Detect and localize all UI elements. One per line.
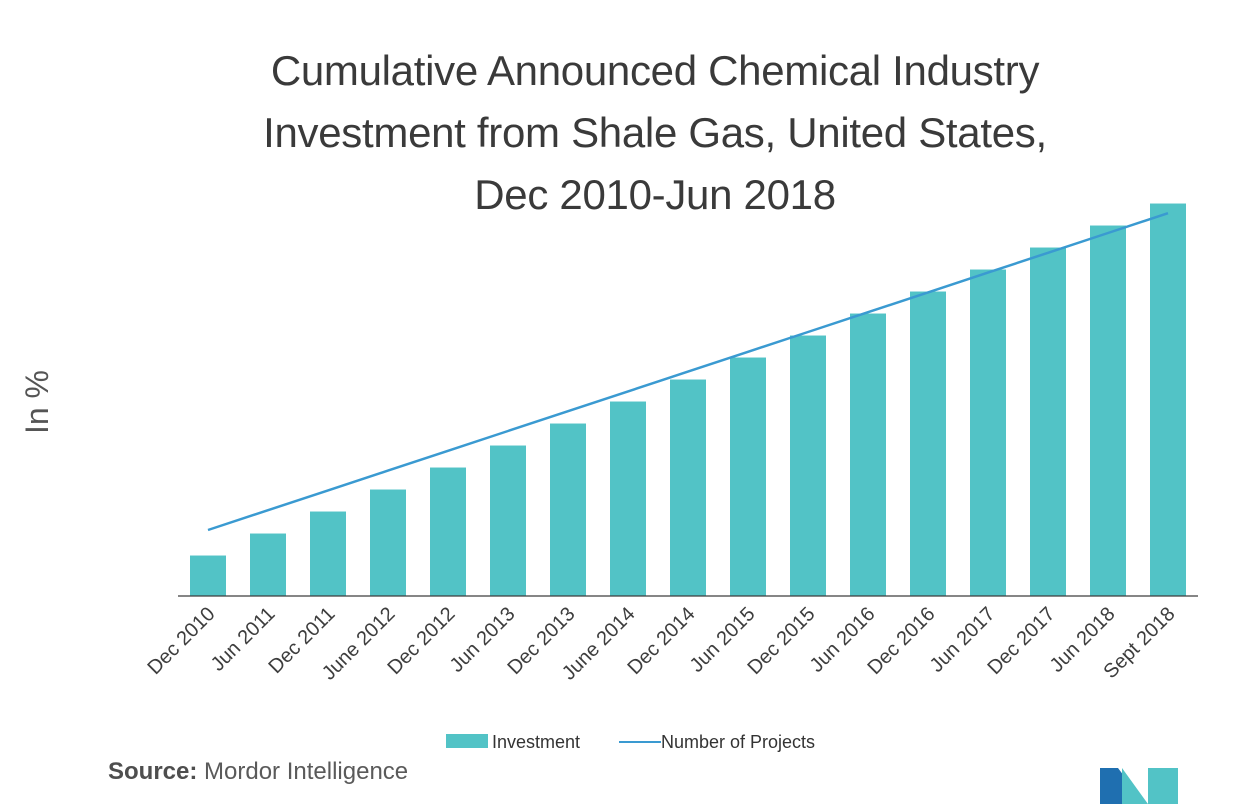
x-tick-label: Dec 2010 bbox=[143, 603, 219, 679]
bar-dec-2014 bbox=[670, 379, 706, 596]
line-number-of-projects bbox=[207, 212, 1169, 532]
chart-title-line-2: Investment from Shale Gas, United States… bbox=[263, 109, 1047, 156]
source-text: Mordor Intelligence bbox=[204, 758, 409, 785]
source-label: Source: bbox=[108, 758, 198, 785]
chart-title-line-3: Dec 2010-Jun 2018 bbox=[474, 171, 836, 218]
bar-dec-2016 bbox=[910, 291, 946, 596]
bars-group bbox=[190, 203, 1186, 596]
legend-label-number-of-projects: Number of Projects bbox=[661, 732, 815, 752]
bar-dec-2012 bbox=[430, 467, 466, 596]
legend: Investment Number of Projects bbox=[446, 732, 815, 752]
logo-middle-shape bbox=[1122, 768, 1148, 804]
bar-dec-2011 bbox=[310, 511, 346, 596]
mordor-intelligence-logo bbox=[1100, 768, 1178, 804]
bar-dec-2013 bbox=[550, 423, 586, 596]
bar-dec-2010 bbox=[190, 555, 226, 596]
legend-label-investment: Investment bbox=[492, 732, 580, 752]
chart-title-line-1: Cumulative Announced Chemical Industry bbox=[270, 47, 1040, 94]
bar-dec-2015 bbox=[790, 335, 826, 596]
bar-jun-2016 bbox=[850, 313, 886, 596]
bar-june-2014 bbox=[610, 401, 646, 596]
bar-dec-2017 bbox=[1030, 247, 1066, 596]
source-note: Source: Mordor Intelligence bbox=[108, 758, 408, 786]
bar-jun-2015 bbox=[730, 357, 766, 596]
chart-title: Cumulative Announced Chemical Industry I… bbox=[0, 40, 1254, 226]
line-series-group bbox=[207, 212, 1169, 532]
y-axis-label: In % bbox=[19, 370, 55, 434]
bar-jun-2011 bbox=[250, 533, 286, 596]
bar-jun-2013 bbox=[490, 445, 526, 596]
bar-jun-2018 bbox=[1090, 225, 1126, 596]
bar-june-2012 bbox=[370, 489, 406, 596]
legend-swatch-investment bbox=[446, 734, 488, 748]
bar-jun-2017 bbox=[970, 269, 1006, 596]
bar-sept-2018 bbox=[1150, 203, 1186, 596]
logo-right-shape bbox=[1148, 768, 1178, 804]
